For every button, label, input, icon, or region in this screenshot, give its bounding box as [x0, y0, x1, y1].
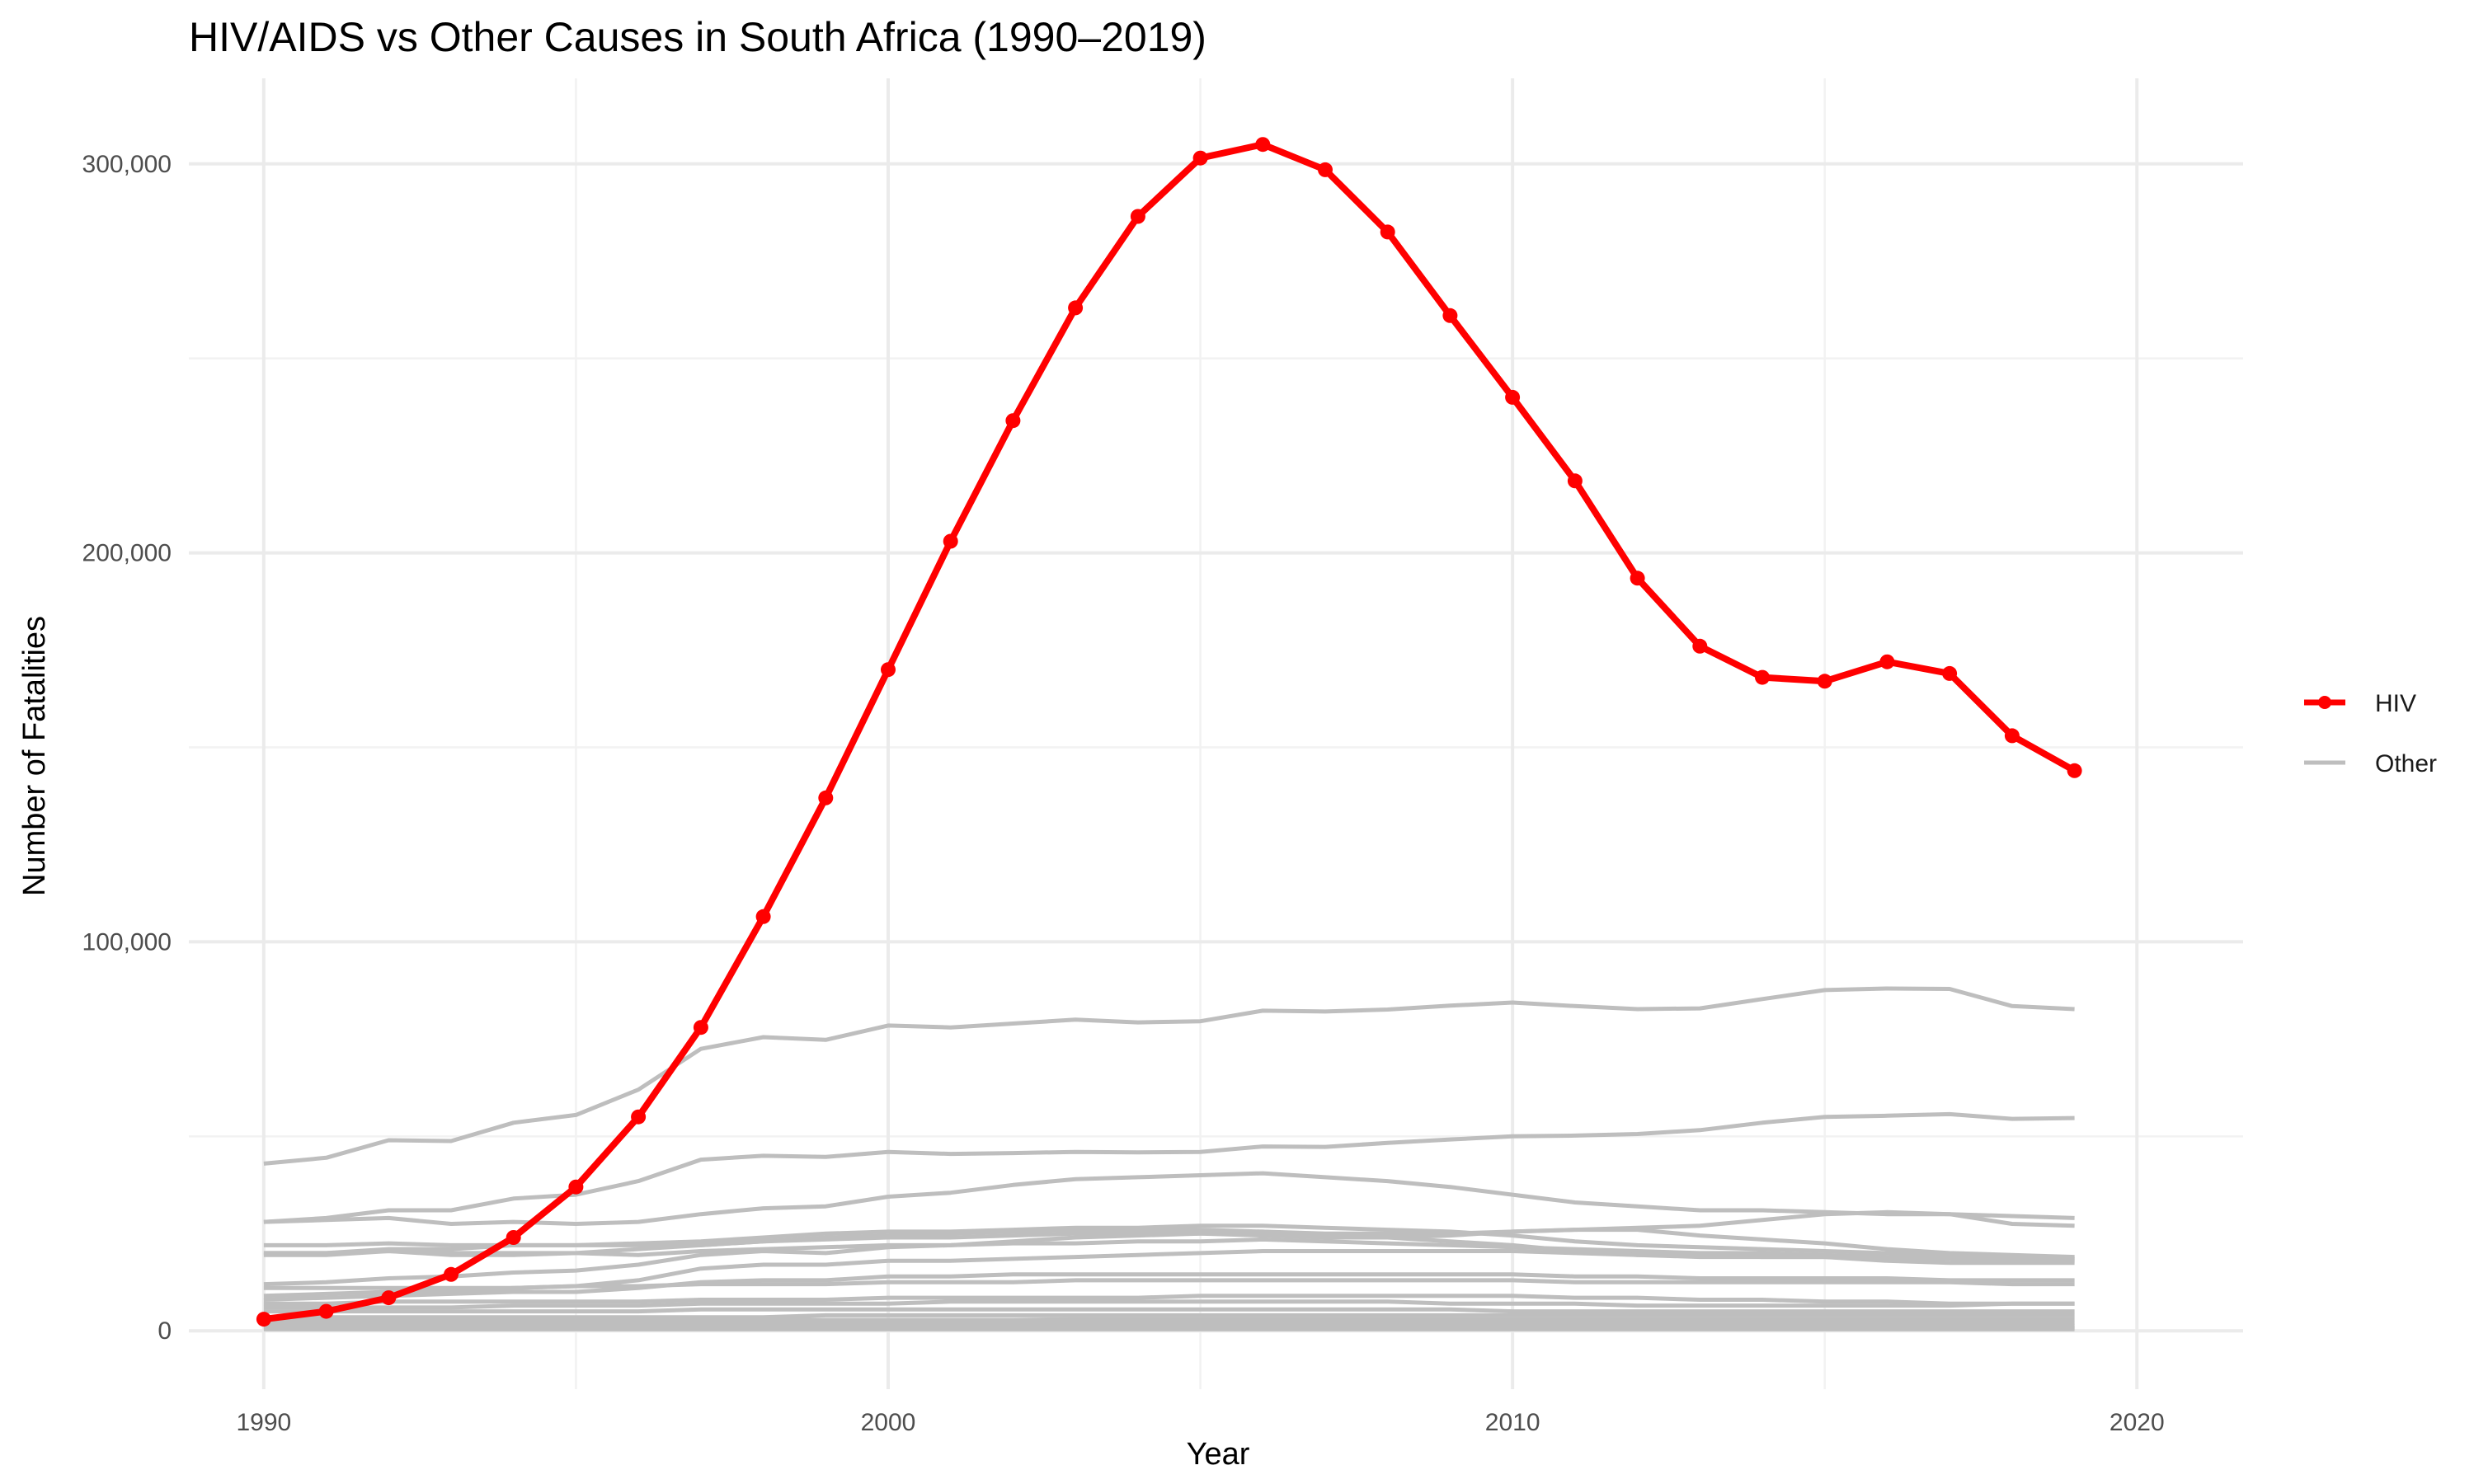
hiv-data-point	[2004, 728, 2020, 744]
hiv-data-point	[1442, 308, 1458, 323]
x-tick-label: 2020	[2109, 1409, 2165, 1436]
hiv-data-point	[1192, 150, 1208, 166]
major-gridlines	[189, 78, 2243, 1389]
hiv-data-point	[1567, 473, 1583, 489]
hiv-data-point	[256, 1312, 271, 1327]
other-cause-series-line	[263, 1272, 2075, 1302]
hiv-data-point	[1130, 209, 1145, 224]
minor-gridlines	[189, 78, 2243, 1389]
y-axis-tick-labels: 0 100,000 200,000 300,000	[82, 151, 172, 1345]
hiv-data-point	[1068, 300, 1084, 316]
other-cause-series-line	[263, 1317, 2075, 1323]
hiv-data-point	[568, 1179, 584, 1195]
hiv-data-point	[1505, 389, 1521, 405]
y-tick-label: 0	[158, 1317, 172, 1345]
x-tick-label: 2010	[1485, 1409, 1540, 1436]
hiv-data-point	[1630, 571, 1645, 586]
other-cause-series-line	[263, 1209, 2075, 1287]
y-tick-label: 200,000	[82, 540, 172, 567]
hiv-data-point	[1005, 413, 1021, 429]
other-cause-series-line	[263, 1313, 2075, 1320]
hiv-data-point	[943, 533, 958, 549]
y-tick-label: 100,000	[82, 928, 172, 956]
legend-label-hiv: HIV	[2375, 690, 2416, 717]
hiv-data-point	[1879, 654, 1895, 669]
hiv-data-point	[818, 790, 834, 805]
other-cause-series-line	[263, 986, 2075, 1166]
x-tick-label: 1990	[236, 1409, 291, 1436]
legend-hiv-point-key	[2318, 696, 2331, 709]
hiv-data-point	[1755, 669, 1770, 685]
hiv-data-point	[1255, 137, 1271, 153]
hiv-data-point	[1318, 162, 1333, 177]
y-axis-title: Number of Fatalities	[17, 616, 52, 896]
hiv-data-point	[444, 1266, 459, 1282]
hiv-data-point	[506, 1230, 521, 1245]
hiv-data-point	[381, 1290, 397, 1306]
other-causes-series-group	[263, 986, 2075, 1331]
hiv-series-line	[263, 141, 2077, 1323]
hiv-data-point	[1817, 674, 1832, 689]
x-axis-tick-labels: 1990 2000 2010 2020	[236, 1409, 2164, 1436]
y-tick-label: 300,000	[82, 151, 172, 178]
hiv-data-point	[1380, 224, 1395, 240]
x-axis-title: Year	[1187, 1437, 1250, 1472]
other-cause-series-line	[263, 1307, 2075, 1314]
hiv-data-point	[755, 909, 771, 924]
other-cause-series-line	[263, 1321, 2075, 1327]
x-tick-label: 2000	[861, 1409, 916, 1436]
hiv-data-point	[881, 662, 896, 678]
other-cause-series-line	[263, 1278, 2075, 1290]
legend-label-other: Other	[2375, 750, 2437, 777]
hiv-data-point	[1692, 638, 1708, 654]
hiv-series-group	[256, 137, 2082, 1327]
chart-title: HIV/AIDS vs Other Causes in South Africa…	[189, 14, 1206, 60]
legend: HIV Other	[2304, 690, 2437, 777]
legend-item-other: Other	[2304, 750, 2437, 777]
hiv-data-point	[1942, 665, 1958, 681]
hiv-data-point	[2067, 763, 2082, 778]
hiv-data-point	[631, 1109, 647, 1125]
hiv-data-point	[693, 1020, 708, 1036]
other-cause-series-line	[263, 1299, 2075, 1310]
hiv-data-point	[318, 1303, 334, 1319]
other-cause-series-line	[263, 1111, 2075, 1224]
legend-item-hiv: HIV	[2304, 690, 2416, 717]
other-cause-series-line	[263, 1171, 2075, 1226]
other-cause-series-line	[263, 1294, 2075, 1306]
